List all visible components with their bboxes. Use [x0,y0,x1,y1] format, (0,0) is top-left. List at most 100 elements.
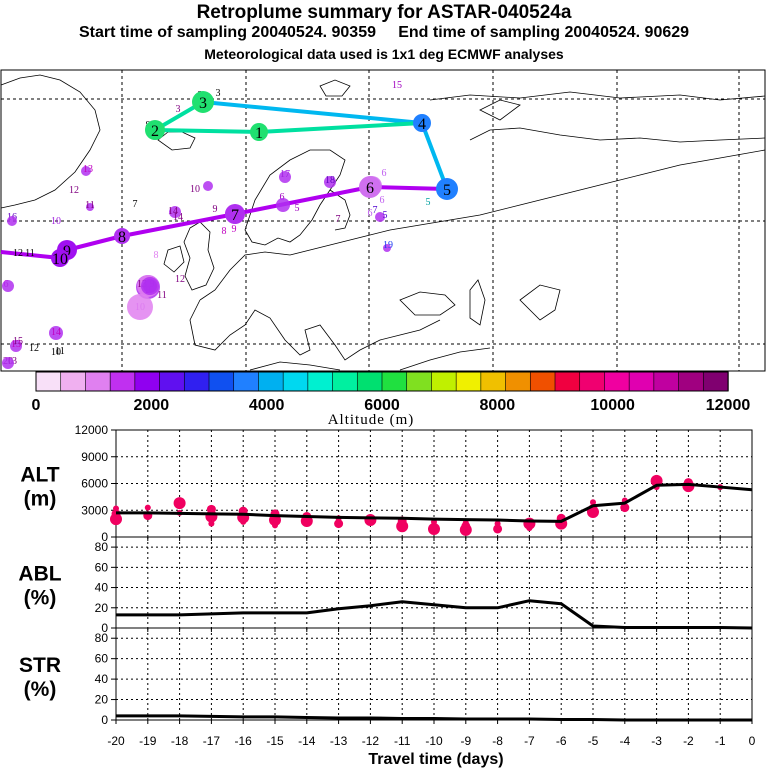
x-tick-label: -19 [139,734,157,748]
cluster-point [493,524,503,534]
cluster-label: 15 [392,80,402,91]
cluster-label: 11 [25,248,35,259]
cluster-label: 5 [383,210,388,221]
colorbar-swatch [159,371,185,392]
panel-abl: 0 20 40 60 80 ABL(%) [18,536,753,635]
cluster-label: 17 [280,169,290,180]
x-tick-label: -10 [425,734,443,748]
cluster-bubble [169,206,181,218]
cluster-label: 7 [373,205,378,216]
colorbar-swatch [60,371,87,392]
map-panel: 1533821456613121211710914978171865751211… [0,69,766,372]
cluster-bubble [7,216,17,226]
trajectory-point [436,178,458,200]
x-axis-label: Travel time (days) [368,751,503,768]
panel-label: STR [19,654,61,677]
cluster-label: 11 [55,346,65,357]
cluster-point [334,519,344,529]
y-tick-label: 6000 [81,477,108,491]
cluster-bubble [10,340,22,352]
cluster-point [587,506,599,519]
track-segment [233,185,372,216]
x-tick-label: 0 [749,734,756,748]
trajectory-point [114,228,130,244]
series-line [116,599,753,630]
y-tick-label: 80 [95,540,109,554]
cluster-bubble [279,171,291,183]
colorbar-tick-label: 8000 [480,397,516,414]
track-segment [257,121,424,134]
cluster-label: 10 [51,347,61,358]
cluster-bubble [81,166,91,176]
track-segment [120,212,237,238]
colorbar-axis-label: Altitude (m) [328,412,415,428]
cluster-label: 9 [213,204,218,215]
track-segment [368,185,449,191]
cluster-label: 13 [83,164,93,175]
cluster-label: 9 [232,224,237,235]
cluster-bubble [49,326,63,340]
cluster-label: 5 [295,203,300,214]
track-segment [420,121,449,191]
cluster-bubble [2,357,14,369]
x-tick-label: -8 [492,734,503,748]
cluster-label: 11 [157,290,167,301]
cluster-label: 7 [336,214,341,225]
trajectory-point [192,91,214,113]
colorbar-swatch [381,371,408,392]
x-tick-label: -1 [715,734,726,748]
y-tick-label: 40 [95,581,109,595]
x-tick-label: -17 [203,734,221,748]
map-gridlines [1,70,765,371]
cluster-point [240,518,247,525]
colorbar-swatch [702,371,729,392]
x-tick-label: -5 [588,734,599,748]
cluster-point [208,520,215,527]
y-tick-label: 80 [95,631,109,645]
colorbar-swatch [233,371,260,392]
trajectory-point-label: 4 [418,116,426,133]
y-tick-label: 60 [95,560,109,574]
cluster-label: 3 [176,104,181,115]
y-tick-label: 0 [101,621,108,635]
cluster-point [173,497,186,510]
colorbar-swatch [579,371,606,392]
trajectory-point-label: 1 [255,125,263,142]
cluster-label: 11 [85,200,95,211]
y-tick-label: 9000 [81,450,108,464]
cluster-point [459,523,472,536]
start-time-label: Start time of sampling 20040524. 90359 [78,24,376,41]
cluster-bubble [127,294,153,320]
cluster-label: 12 [69,185,79,196]
cluster-point [144,504,151,511]
met-data-note: Meteorological data used is 1x1 deg ECMW… [204,46,564,62]
y-tick-label: 12000 [75,423,109,437]
colorbar-swatch [431,371,457,392]
cluster-label: 7 [133,199,138,210]
x-tick-label: -2 [683,734,694,748]
x-tick-label: -14 [298,734,316,748]
cluster-label: 8 [222,226,227,237]
track-segment [0,250,61,260]
cluster-label: 14 [51,327,61,338]
cluster-label: 15 [13,336,23,347]
colorbar-swatch [85,371,111,392]
x-tick-label: -12 [362,734,380,748]
cluster-label: 6 [368,208,373,219]
colorbar-swatch [134,371,161,392]
end-time-label: End time of sampling 20040524. 90629 [398,24,690,41]
cluster-point [428,522,440,535]
colorbar-swatch [406,371,433,392]
colorbar-tick-label: 2000 [134,397,170,414]
colorbar-tick-label: 12000 [706,397,751,414]
cluster-label: 6 [382,168,387,179]
y-tick-label: 3000 [81,503,108,517]
trajectory-point-label: 6 [366,180,374,197]
colorbar-swatch [678,371,704,392]
sampling-times: Start time of sampling 20040524. 90359 E… [0,24,768,42]
panel-label: ABL [18,563,61,586]
x-tick-label: -20 [107,734,125,748]
track-segment [201,100,424,125]
colorbar-swatch [480,371,507,392]
